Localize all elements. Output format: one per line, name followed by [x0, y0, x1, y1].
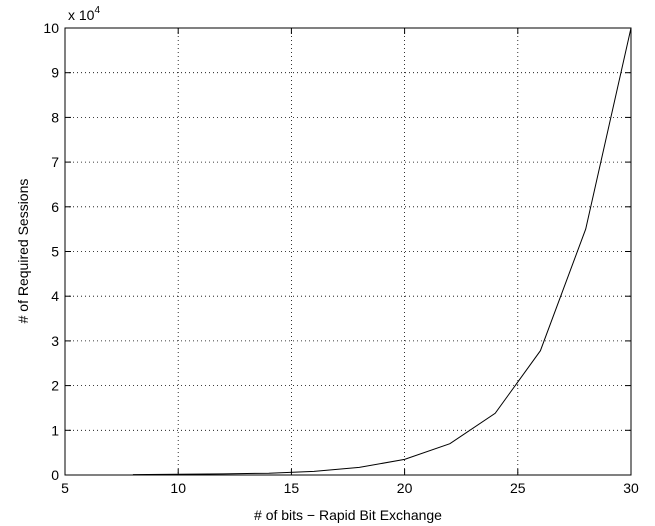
- y-tick-label: 7: [51, 154, 59, 170]
- x-tick-label: 30: [623, 480, 639, 496]
- x-tick-label: 25: [510, 480, 526, 496]
- series-line: [132, 27, 632, 476]
- y-tick-label: 10: [43, 20, 59, 36]
- x-tick-label: 15: [284, 480, 300, 496]
- y-tick-label: 8: [51, 109, 59, 125]
- grid-lines: [65, 28, 631, 475]
- tick-labels: 5 10 15 20 25 30 0 1 2 3 4 5 6 7 8 9 10: [43, 20, 639, 496]
- y-axis-title: # of Required Sessions: [15, 179, 31, 324]
- y-multiplier-exponent: 4: [94, 5, 100, 16]
- x-axis-title: # of bits − Rapid Bit Exchange: [254, 507, 442, 523]
- y-tick-label: 1: [51, 422, 59, 438]
- y-tick-label: 9: [51, 65, 59, 81]
- y-tick-label: 0: [51, 467, 59, 483]
- y-tick-label: 2: [51, 378, 59, 394]
- y-tick-label: 3: [51, 333, 59, 349]
- x-tick-label: 20: [397, 480, 413, 496]
- y-tick-label: 6: [51, 199, 59, 215]
- y-tick-label: 5: [51, 244, 59, 260]
- x-tick-label: 5: [61, 480, 69, 496]
- y-tick-label: 4: [51, 288, 59, 304]
- y-multiplier-label: x 104: [68, 5, 100, 23]
- x-tick-label: 10: [170, 480, 186, 496]
